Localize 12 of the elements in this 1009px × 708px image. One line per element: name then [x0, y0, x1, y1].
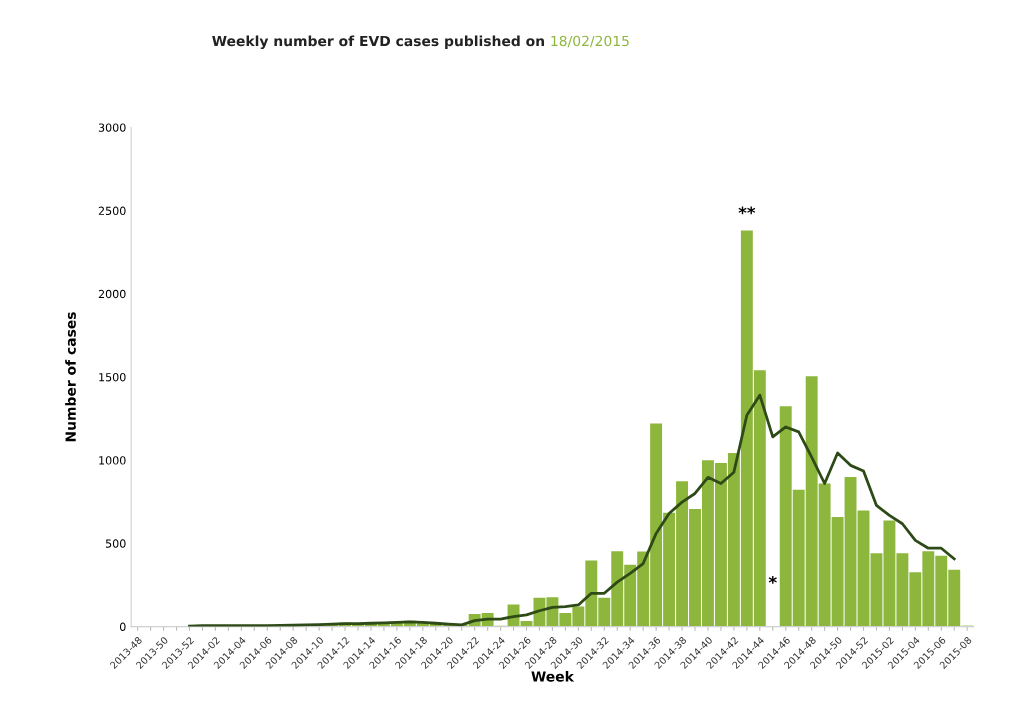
y-tick-label: 2500 — [98, 206, 126, 216]
y-tick-label: 1500 — [99, 372, 126, 382]
y-axis-title: Number of cases — [65, 312, 76, 442]
y-tick-label: 2000 — [98, 289, 126, 299]
y-tick-label: 0 — [119, 622, 126, 631]
y-tick-label: 3000 — [98, 123, 126, 132]
annotation: ** — [738, 206, 756, 215]
y-tick-label: 500 — [105, 539, 126, 548]
chart-title: Weekly number of EVD cases published on 18/02/2015 — [212, 35, 629, 50]
annotation: * — [768, 576, 777, 584]
y-tick-label: 1000 — [99, 456, 126, 465]
x-axis-title: Week — [531, 670, 575, 682]
